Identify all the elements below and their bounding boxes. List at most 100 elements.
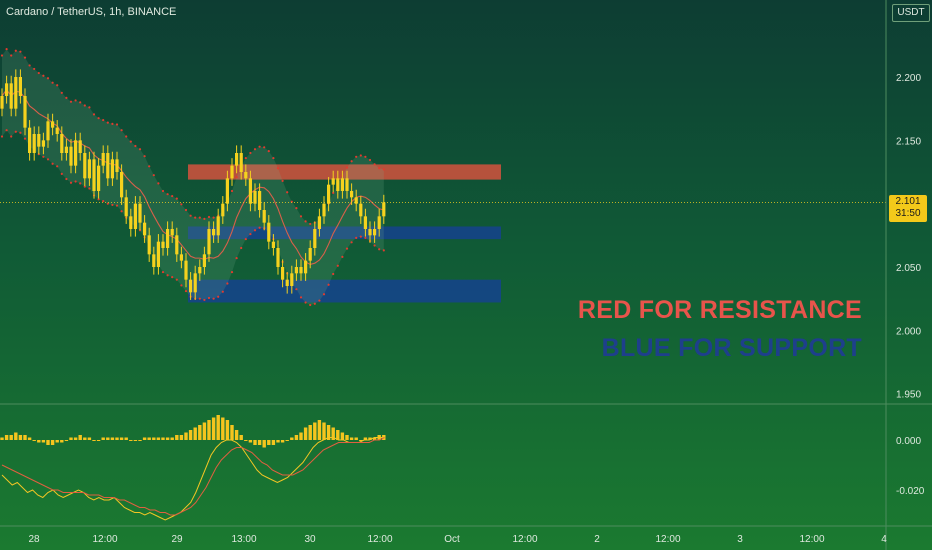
candle-body <box>239 153 243 172</box>
envelope-lower-dot <box>355 236 358 239</box>
candle-body <box>83 153 87 179</box>
macd-histogram-bar <box>248 440 253 443</box>
candle-body <box>28 127 32 153</box>
candle-body <box>248 178 252 204</box>
envelope-upper-dot <box>92 113 96 116</box>
macd-histogram-bar <box>285 440 289 441</box>
envelope-lower-dot <box>226 282 229 285</box>
envelope-upper-dot <box>345 166 349 169</box>
envelope-lower-dot <box>299 296 303 299</box>
envelope-upper-dot <box>258 145 261 148</box>
envelope-lower-dot <box>180 284 183 287</box>
envelope-lower-dot <box>313 302 316 305</box>
envelope-lower-dot <box>79 182 82 185</box>
candle-body <box>304 260 308 274</box>
envelope-lower-dot <box>198 297 201 300</box>
macd-histogram-bar <box>303 427 308 440</box>
envelope-upper-dot <box>378 167 381 170</box>
price-tick-label: 2.000 <box>896 326 921 337</box>
last-price-countdown: 31:50 <box>895 208 921 219</box>
candle-body <box>212 229 216 236</box>
envelope-upper-dot <box>46 77 50 80</box>
macd-histogram-bar <box>18 435 23 440</box>
envelope-upper-dot <box>286 191 289 194</box>
envelope-upper-dot <box>304 220 307 223</box>
candle-body <box>32 134 36 153</box>
envelope-upper-dot <box>125 135 128 138</box>
macd-histogram-bar <box>179 435 184 440</box>
envelope-lower-dot <box>166 274 169 277</box>
envelope-upper-dot <box>175 197 178 200</box>
candle-body <box>368 229 372 236</box>
envelope-band <box>2 49 384 306</box>
macd-histogram-bar <box>294 435 299 440</box>
time-tick-label: 2 <box>594 534 600 545</box>
candle-body <box>363 216 367 229</box>
envelope-upper-dot <box>267 150 270 153</box>
macd-histogram-bar <box>41 440 46 443</box>
envelope-upper-dot <box>111 122 114 125</box>
macd-histogram-bar <box>32 440 36 441</box>
signal-line <box>1 437 385 516</box>
candle-body <box>189 279 193 293</box>
macd-layer <box>0 415 386 521</box>
envelope-upper-dot <box>263 146 266 149</box>
macd-histogram-bar <box>345 435 349 440</box>
macd-histogram-bar <box>133 440 138 441</box>
candle-body <box>276 248 280 267</box>
candle-body <box>110 159 114 179</box>
envelope-lower-dot <box>106 202 109 205</box>
macd-histogram-bar <box>170 437 174 440</box>
currency-badge[interactable]: USDT <box>892 4 930 22</box>
envelope-lower-dot <box>341 255 344 258</box>
candle-body <box>18 77 22 96</box>
macd-histogram-bar <box>9 435 13 440</box>
macd-histogram-bar <box>161 437 165 440</box>
macd-histogram-bar <box>340 432 345 440</box>
candle-body <box>78 140 82 153</box>
macd-histogram-bar <box>198 425 202 440</box>
price-tick-label: 2.150 <box>896 136 921 147</box>
macd-histogram-bar <box>317 420 322 440</box>
candle-body <box>373 229 377 236</box>
candle-body <box>5 83 9 96</box>
envelope-lower-dot <box>88 187 91 190</box>
envelope-upper-dot <box>212 216 215 219</box>
envelope-upper-dot <box>120 129 123 132</box>
candle-body <box>179 254 183 261</box>
envelope-lower-dot <box>249 232 252 236</box>
macd-histogram-bar <box>253 440 257 445</box>
envelope-lower-dot <box>235 257 238 260</box>
candle-body <box>69 146 73 166</box>
envelope-upper-dot <box>180 203 183 206</box>
candle-body <box>170 229 174 236</box>
candle-body <box>92 159 96 191</box>
macd-histogram-bar <box>280 440 285 443</box>
envelope-lower-dot <box>212 297 215 300</box>
envelope-lower-dot <box>0 135 4 138</box>
candle-body <box>253 191 257 204</box>
envelope-lower-dot <box>14 130 17 133</box>
time-tick-label: 12:00 <box>799 534 824 545</box>
candle-body <box>193 273 197 293</box>
candle-body <box>124 197 128 217</box>
time-tick-label: 12:00 <box>92 534 117 545</box>
envelope-lower-dot <box>322 293 326 296</box>
candle-body <box>377 216 381 229</box>
macd-histogram-bar <box>262 440 266 448</box>
candle-body <box>202 254 206 267</box>
macd-histogram-bar <box>55 440 59 443</box>
candle-body <box>161 241 165 248</box>
candle-body <box>175 235 179 255</box>
macd-histogram-bar <box>152 437 156 440</box>
time-tick-label: 12:00 <box>655 534 680 545</box>
macd-histogram-bar <box>0 437 4 440</box>
candle-body <box>9 83 13 109</box>
envelope-upper-dot <box>276 167 280 170</box>
symbol-title[interactable]: Cardano / TetherUS, 1h, BINANCE <box>6 6 177 18</box>
candle-body <box>336 178 340 191</box>
candle-body <box>97 165 101 191</box>
support-zone-2 <box>188 279 501 303</box>
